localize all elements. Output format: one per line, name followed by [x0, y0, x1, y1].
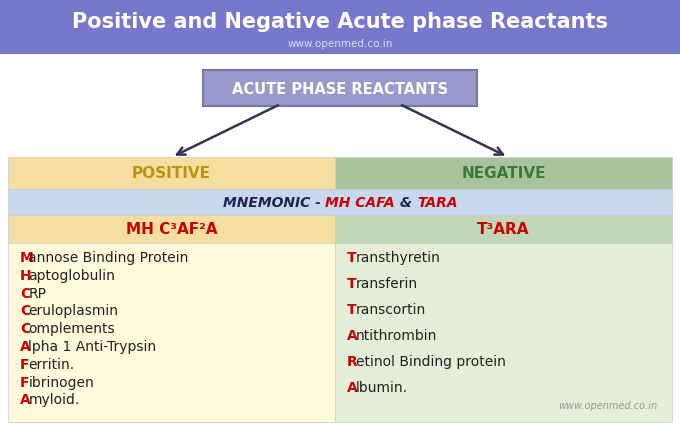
FancyBboxPatch shape [0, 55, 680, 430]
Text: ranscortin: ranscortin [356, 302, 426, 316]
Text: www.openmed.co.in: www.openmed.co.in [288, 39, 392, 49]
Text: aptoglobulin: aptoglobulin [29, 268, 116, 282]
Text: POSITIVE: POSITIVE [132, 166, 211, 181]
Text: A: A [20, 339, 31, 353]
Text: eruloplasmin: eruloplasmin [29, 304, 118, 318]
FancyBboxPatch shape [8, 190, 672, 215]
FancyBboxPatch shape [8, 215, 335, 243]
FancyBboxPatch shape [8, 158, 335, 190]
Text: lbumin.: lbumin. [356, 380, 407, 394]
FancyBboxPatch shape [335, 158, 672, 190]
Text: erritin.: erritin. [29, 357, 75, 371]
FancyBboxPatch shape [335, 243, 672, 422]
Text: www.openmed.co.in: www.openmed.co.in [558, 400, 657, 410]
Text: MNEMONIC -: MNEMONIC - [222, 196, 325, 209]
Text: T: T [347, 302, 356, 316]
Text: R: R [347, 354, 358, 368]
Text: T³ARA: T³ARA [477, 222, 530, 237]
Text: TARA: TARA [417, 196, 458, 209]
Text: etinol Binding protein: etinol Binding protein [356, 354, 505, 368]
FancyBboxPatch shape [8, 243, 335, 422]
Text: annose Binding Protein: annose Binding Protein [29, 250, 189, 264]
Text: C: C [20, 321, 30, 335]
Text: &: & [395, 196, 417, 209]
Text: MH C³AF²A: MH C³AF²A [126, 222, 217, 237]
FancyBboxPatch shape [335, 215, 672, 243]
FancyBboxPatch shape [203, 71, 477, 107]
Text: A: A [347, 380, 358, 394]
Text: F: F [20, 375, 29, 389]
Text: T: T [347, 250, 356, 264]
Text: myloid.: myloid. [29, 393, 80, 406]
Text: ntithrombin: ntithrombin [356, 328, 437, 342]
Text: C: C [20, 286, 30, 300]
Text: H: H [20, 268, 32, 282]
Text: lpha 1 Anti-Trypsin: lpha 1 Anti-Trypsin [29, 339, 156, 353]
Text: A: A [347, 328, 358, 342]
Text: NEGATIVE: NEGATIVE [461, 166, 546, 181]
Text: ransferin: ransferin [356, 276, 418, 290]
Text: ransthyretin: ransthyretin [356, 250, 441, 264]
Text: C: C [20, 304, 30, 318]
Text: T: T [347, 276, 356, 290]
Text: M: M [20, 250, 34, 264]
Text: A: A [20, 393, 31, 406]
FancyBboxPatch shape [0, 0, 680, 55]
Text: Positive and Negative Acute phase Reactants: Positive and Negative Acute phase Reacta… [72, 12, 608, 32]
Text: RP: RP [29, 286, 46, 300]
Text: MH CAFA: MH CAFA [325, 196, 395, 209]
Text: ibrinogen: ibrinogen [29, 375, 95, 389]
Text: ACUTE PHASE REACTANTS: ACUTE PHASE REACTANTS [232, 81, 448, 96]
Text: omplements: omplements [29, 321, 115, 335]
Text: F: F [20, 357, 29, 371]
